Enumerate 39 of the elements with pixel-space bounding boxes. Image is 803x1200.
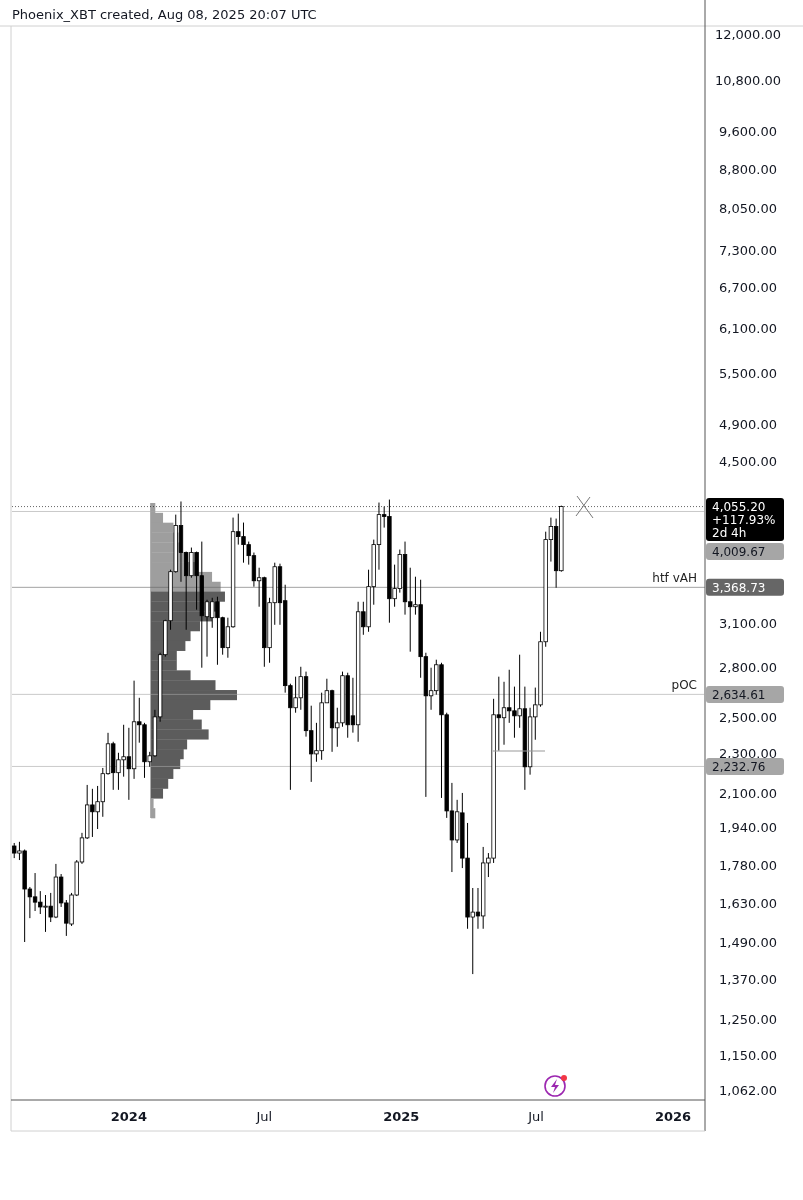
y-tick-label: 2,500.00 — [719, 709, 777, 725]
x-tick-label: Jul — [527, 1109, 544, 1124]
x-tick-label: Jul — [255, 1109, 273, 1124]
ref-line-label: 2,634.61 — [712, 687, 766, 702]
y-tick-label: 12,000.00 — [714, 26, 782, 42]
y-tick-label: 8,050.00 — [719, 200, 777, 216]
y-tick-label: 1,250.00 — [719, 1011, 777, 1027]
ref-line-label: 2,232.76 — [712, 759, 766, 774]
y-tick-label: 9,600.00 — [719, 123, 777, 139]
y-tick-label: 3,100.00 — [719, 616, 777, 632]
y-tick-label: 6,700.00 — [719, 280, 777, 296]
x-tick-label: 2025 — [383, 1109, 420, 1124]
y-tick-label: 1,370.00 — [719, 971, 777, 987]
y-tick-label: 5,500.00 — [719, 366, 777, 382]
x-tick-label: 2026 — [654, 1109, 692, 1124]
ref-line-label: 3,368.73 — [712, 580, 766, 595]
ref-line-label: 4,009.67 — [712, 544, 766, 559]
y-tick-label: 7,300.00 — [719, 243, 777, 259]
y-tick-label: 2,100.00 — [719, 785, 777, 801]
text: +117.93% — [712, 512, 776, 527]
y-tick-label: 1,062.00 — [719, 1082, 777, 1098]
y-tick-label: 8,800.00 — [719, 161, 777, 177]
y-tick-label: 1,490.00 — [719, 935, 777, 951]
y-tick-label: 1,150.00 — [719, 1047, 777, 1063]
annotation: htf vAH — [652, 571, 697, 586]
x-tick-label: 2024 — [110, 1109, 147, 1124]
y-tick-label: 1,630.00 — [719, 896, 777, 912]
y-tick-label: 1,780.00 — [719, 857, 777, 873]
y-tick-label: 4,500.00 — [719, 453, 777, 469]
y-tick-label: 6,100.00 — [719, 321, 777, 337]
ref-line-label: 4,055.20 — [712, 499, 766, 514]
chart-title: Phoenix_XBT created, Aug 08, 2025 20:07 UTC — [12, 7, 317, 22]
annotation: pOC — [671, 678, 697, 693]
y-tick-label: 4,900.00 — [719, 416, 777, 432]
text: 2d 4h — [712, 525, 747, 540]
y-tick-label: 1,940.00 — [719, 820, 777, 836]
y-tick-label: 10,800.00 — [714, 72, 782, 88]
y-tick-label: 2,800.00 — [719, 660, 777, 676]
y-tick-label: 2,300.00 — [719, 746, 777, 762]
